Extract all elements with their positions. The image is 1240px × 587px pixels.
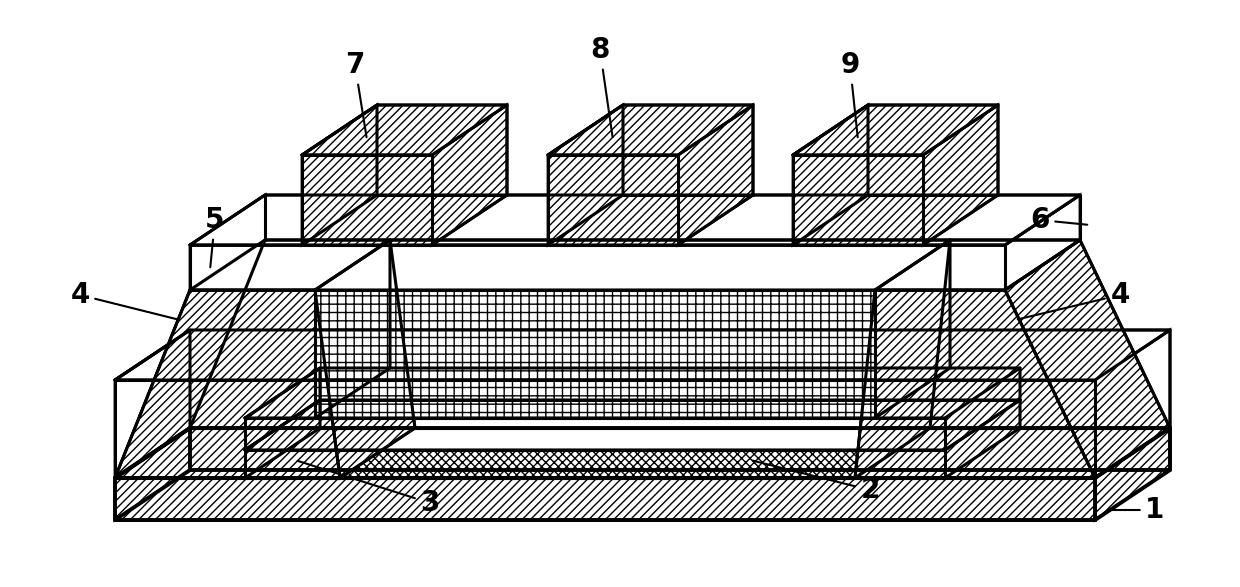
- Polygon shape: [246, 400, 320, 478]
- Polygon shape: [1095, 330, 1171, 478]
- Polygon shape: [678, 105, 753, 245]
- Text: 6: 6: [1030, 206, 1087, 234]
- Polygon shape: [246, 368, 1021, 418]
- Polygon shape: [315, 240, 415, 478]
- Polygon shape: [303, 155, 432, 245]
- Text: 5: 5: [206, 206, 224, 267]
- Text: 1: 1: [1107, 496, 1164, 524]
- Polygon shape: [856, 290, 1095, 478]
- Polygon shape: [875, 240, 1080, 290]
- Polygon shape: [945, 400, 1021, 478]
- Polygon shape: [794, 105, 998, 155]
- Text: 4: 4: [1018, 281, 1130, 319]
- Polygon shape: [1095, 428, 1171, 520]
- Polygon shape: [246, 400, 1021, 450]
- Polygon shape: [246, 368, 320, 450]
- Polygon shape: [115, 380, 1095, 478]
- Polygon shape: [315, 290, 875, 418]
- Polygon shape: [190, 245, 1004, 290]
- Polygon shape: [315, 240, 950, 290]
- Polygon shape: [856, 240, 950, 478]
- Polygon shape: [945, 368, 1021, 450]
- Polygon shape: [190, 240, 391, 290]
- Polygon shape: [246, 450, 945, 478]
- Polygon shape: [794, 105, 868, 245]
- Polygon shape: [115, 330, 190, 478]
- Polygon shape: [190, 195, 265, 290]
- Polygon shape: [432, 105, 507, 245]
- Text: 9: 9: [841, 51, 859, 137]
- Polygon shape: [548, 105, 622, 245]
- Polygon shape: [303, 105, 377, 245]
- Polygon shape: [115, 428, 190, 520]
- Polygon shape: [246, 418, 945, 450]
- Polygon shape: [190, 195, 1080, 245]
- Polygon shape: [875, 240, 950, 418]
- Text: 8: 8: [590, 36, 613, 137]
- Text: 2: 2: [753, 461, 879, 504]
- Polygon shape: [115, 428, 1171, 478]
- Polygon shape: [303, 105, 507, 155]
- Polygon shape: [923, 105, 998, 245]
- Text: 7: 7: [345, 51, 367, 137]
- Polygon shape: [548, 155, 678, 245]
- Polygon shape: [1004, 240, 1171, 478]
- Polygon shape: [115, 290, 340, 478]
- Polygon shape: [115, 330, 1171, 380]
- Text: 3: 3: [298, 461, 440, 517]
- Polygon shape: [794, 155, 923, 245]
- Polygon shape: [115, 240, 265, 478]
- Polygon shape: [548, 105, 753, 155]
- Text: 4: 4: [71, 281, 177, 319]
- Polygon shape: [115, 478, 1095, 520]
- Polygon shape: [1004, 195, 1080, 290]
